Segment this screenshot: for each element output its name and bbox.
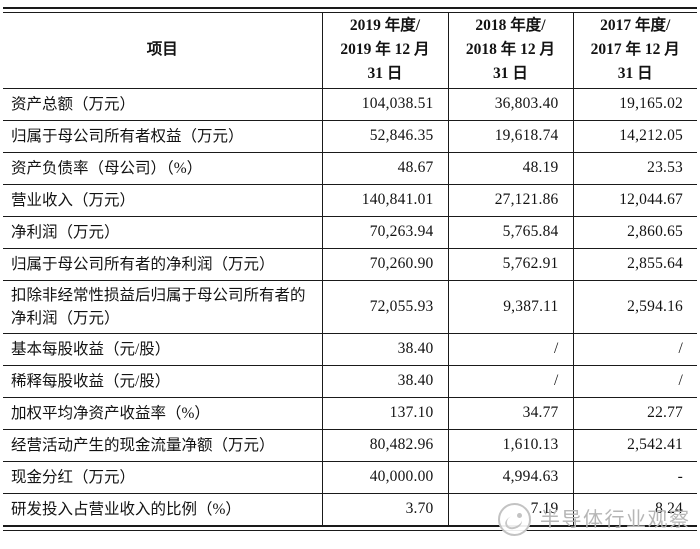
row-label: 加权平均净资产收益率（%） <box>3 397 322 430</box>
table-row: 经营活动产生的现金流量净额（万元） 80,482.96 1,610.13 2,542.… <box>3 429 697 462</box>
value-2017: 19,165.02 <box>572 88 697 121</box>
header-line: 2017 年度/ <box>600 17 671 35</box>
table-bottom-border <box>3 525 697 531</box>
value-2019: 48.67 <box>321 152 448 185</box>
table-header-row: 项目 2019 年度/ 2019 年 12 月 31 日 2018 年度/ 20… <box>3 13 697 89</box>
header-line: 2019 年 12 月 <box>340 41 430 59</box>
value-2018: / <box>447 333 573 366</box>
value-2019: 70,260.90 <box>321 248 448 281</box>
value-2018: 34.77 <box>447 397 573 430</box>
table-row: 归属于母公司所有者权益（万元） 52,846.35 19,618.74 14,212.… <box>3 120 697 153</box>
value-2019: 38.40 <box>321 333 448 366</box>
value-2018: 48.19 <box>447 152 573 185</box>
table-row: 归属于母公司所有者的净利润（万元） 70,260.90 5,762.91 2,855.… <box>3 248 697 281</box>
value-2018: 4,994.63 <box>447 461 573 494</box>
value-2017: 14,212.05 <box>572 120 697 153</box>
value-2017: 8.24 <box>572 493 697 525</box>
value-2019: 72,055.93 <box>321 280 448 334</box>
table-row: 资产总额（万元） 104,038.51 36,803.40 19,165.02 <box>3 88 697 121</box>
value-2018: 1,610.13 <box>447 429 573 462</box>
financial-summary-table: 项目 2019 年度/ 2019 年 12 月 31 日 2018 年度/ 20… <box>3 7 697 531</box>
value-2017: 2,860.65 <box>572 216 697 249</box>
header-2017-column: 2017 年度/ 2017 年 12 月 31 日 <box>572 13 697 89</box>
table-row: 现金分红（万元） 40,000.00 4,994.63- <box>3 461 697 494</box>
value-2017: / <box>572 333 697 366</box>
row-label: 营业收入（万元） <box>3 184 322 217</box>
row-label: 研发投入占营业收入的比例（%） <box>11 500 241 518</box>
table-row: 营业收入（万元） 140,841.01 27,121.86 12,044.67 <box>3 184 697 217</box>
header-line: 2017 年 12 月 <box>590 41 680 59</box>
header-line: 2018 年度/ <box>475 17 546 35</box>
table-row: 稀释每股收益（元/股） 38.40// <box>3 365 697 398</box>
value-2019: 104,038.51 <box>321 88 448 121</box>
value-2019: 40,000.00 <box>321 461 448 494</box>
value-2017: 2,594.16 <box>572 280 697 334</box>
value-2019: 52,846.35 <box>321 120 448 153</box>
value-2019: 137.10 <box>321 397 448 430</box>
row-label: 扣除非经常性损益后归属于母公司所有者的净利润（万元） <box>3 280 322 334</box>
header-2019-column: 2019 年度/ 2019 年 12 月 31 日 <box>321 13 448 89</box>
row-label: 归属于母公司所有者权益（万元） <box>3 120 322 153</box>
value-2018: 5,762.91 <box>447 248 573 281</box>
table-head: 项目 2019 年度/ 2019 年 12 月 31 日 2018 年度/ 20… <box>3 13 697 89</box>
header-item-column: 项目 <box>3 13 322 89</box>
row-label: 稀释每股收益（元/股） <box>3 365 322 398</box>
value-2017: 22.77 <box>572 397 697 430</box>
row-label: 经营活动产生的现金流量净额（万元） <box>3 429 322 462</box>
header-line: 2019 年度/ <box>349 17 421 35</box>
header-line: 31 日 <box>617 65 653 83</box>
value-2018: 36,803.40 <box>447 88 573 121</box>
value-2018: 9,387.11 <box>447 280 573 334</box>
value-2019: 140,841.01 <box>321 184 448 217</box>
table-row: 净利润（万元） 70,263.94 5,765.84 2,860.65 <box>3 216 697 249</box>
row-label: 归属于母公司所有者的净利润（万元） <box>3 248 322 281</box>
value-2017: / <box>572 365 697 398</box>
table-body: 资产总额（万元） 104,038.51 36,803.40 19,165.02 归属于母… <box>3 88 697 525</box>
row-label: 基本每股收益（元/股） <box>3 333 322 366</box>
value-2019: 3.70 <box>321 493 448 525</box>
value-2018: 7.19 <box>447 493 573 525</box>
row-label: 资产总额（万元） <box>3 88 322 121</box>
table-top-border <box>3 7 697 13</box>
value-2017: 2,855.64 <box>572 248 697 281</box>
value-2019: 80,482.96 <box>321 429 448 462</box>
header-line: 2018 年 12 月 <box>465 41 556 59</box>
header-line: 31 日 <box>367 65 403 83</box>
row-label: 现金分红（万元） <box>3 461 322 494</box>
table-row: 研发投入占营业收入的比例（%） 3.70 7.19 8.24 <box>3 493 697 525</box>
value-2018: 19,618.74 <box>447 120 573 153</box>
value-2018: 5,765.84 <box>447 216 573 249</box>
value-2017: 2,542.41 <box>572 429 697 462</box>
header-line: 31 日 <box>493 65 528 83</box>
header-2018-column: 2018 年度/ 2018 年 12 月 31 日 <box>447 13 573 89</box>
value-2017: 23.53 <box>572 152 697 185</box>
value-2018: / <box>447 365 573 398</box>
table-row: 资产负债率（母公司）（%） 48.67 48.19 23.53 <box>3 152 697 185</box>
value-2019: 38.40 <box>321 365 448 398</box>
row-label: 资产负债率（母公司）（%） <box>3 152 322 185</box>
table-row: 加权平均净资产收益率（%） 137.10 34.77 22.77 <box>3 397 697 430</box>
financial-table: 项目 2019 年度/ 2019 年 12 月 31 日 2018 年度/ 20… <box>3 13 697 525</box>
table-row: 扣除非经常性损益后归属于母公司所有者的净利润（万元） 72,055.93 9,387… <box>3 280 697 334</box>
value-2019: 70,263.94 <box>321 216 448 249</box>
table-row: 基本每股收益（元/股） 38.40// <box>3 333 697 366</box>
value-2017: 12,044.67 <box>572 184 697 217</box>
row-label: 净利润（万元） <box>3 216 322 249</box>
value-2018: 27,121.86 <box>447 184 573 217</box>
value-2017: - <box>572 461 697 494</box>
